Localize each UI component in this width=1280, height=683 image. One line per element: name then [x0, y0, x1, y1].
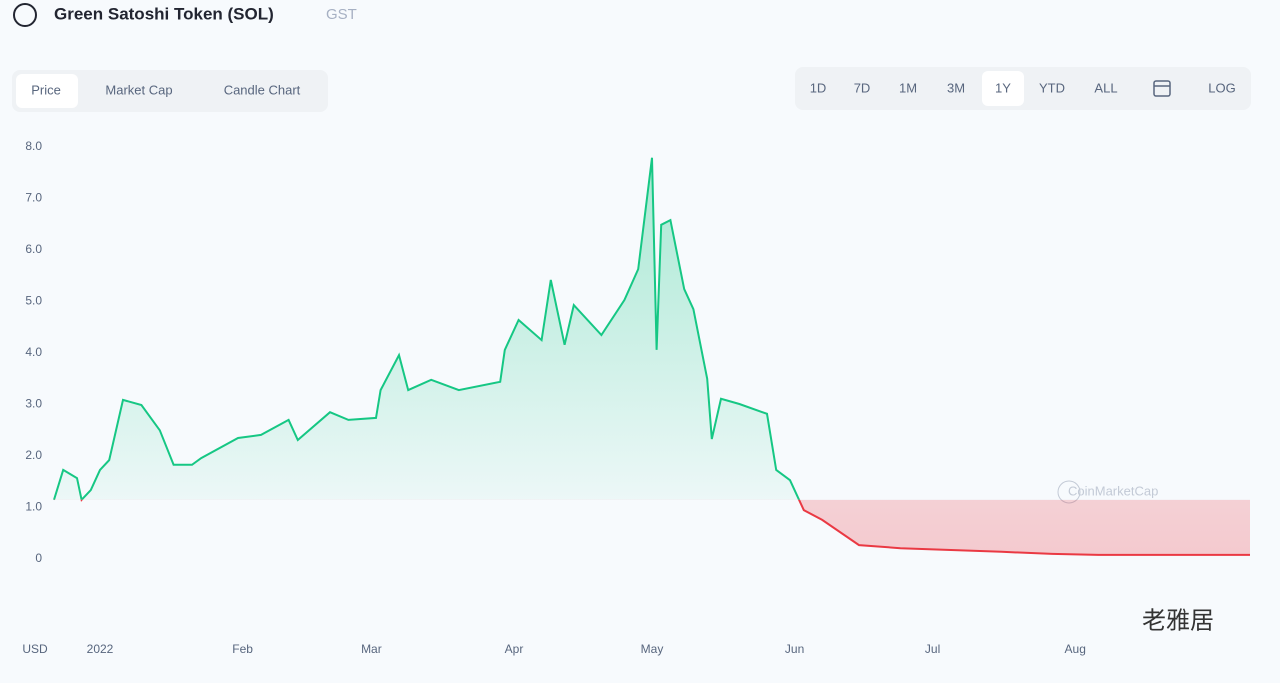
y-tick-label: 4.0: [25, 345, 42, 359]
symbol: GST: [326, 6, 357, 23]
y-tick-label: 1.0: [25, 500, 42, 514]
title: Green Satoshi Token (SOL): [54, 4, 274, 23]
range[interactable]: YTD: [1039, 80, 1065, 95]
tab-group: [12, 70, 328, 112]
y-tick-label: 2.0: [25, 448, 42, 462]
x-tick-label: Aug: [1065, 642, 1086, 656]
x-tick-label: Jun: [785, 642, 804, 656]
y-tick-label: 6.0: [25, 242, 42, 256]
tab[interactable]: Candle Chart: [224, 82, 301, 97]
y-tick-label: 3.0: [25, 397, 42, 411]
range[interactable]: ALL: [1094, 80, 1117, 95]
x-tick-label: 2022: [87, 642, 114, 656]
calendar-icon[interactable]: [1153, 80, 1171, 97]
tab[interactable]: Price: [31, 82, 61, 97]
log-button[interactable]: LOG: [1208, 80, 1235, 95]
range[interactable]: 1Y: [995, 80, 1011, 95]
active-tab: [16, 74, 78, 108]
active-range: [982, 71, 1024, 106]
watermark: 老雅居: [1142, 607, 1214, 634]
y-tick-label: 5.0: [25, 294, 42, 308]
tab[interactable]: Market Cap: [105, 82, 172, 97]
line-up: [53, 157, 801, 500]
x-tick-label: Jul: [925, 642, 940, 656]
area-up: [54, 157, 800, 500]
y-tick-label: 8.0: [25, 139, 42, 153]
area-down: [54, 499, 1250, 555]
logo: [13, 3, 37, 27]
x-tick-label: May: [641, 642, 664, 656]
y-tick-label: 7.0: [25, 191, 42, 205]
x-tick-label: Apr: [505, 642, 524, 656]
y-unit: USD: [22, 642, 48, 656]
plot: 0 1.0 2.0 3.0 4.0 5.0 6.0 7.0 8.0 2022 Feb Mar Apr Ma…: [25, 139, 1250, 656]
range[interactable]: 3M: [947, 80, 965, 95]
range[interactable]: 7D: [854, 80, 871, 95]
x-tick-label: Feb: [232, 642, 253, 656]
y-tick-label: 0: [35, 551, 42, 565]
x-tick-label: Mar: [361, 642, 382, 656]
watermark: CoinMarketCap: [1068, 483, 1158, 498]
range[interactable]: 1D: [810, 80, 827, 95]
range[interactable]: 1M: [899, 80, 917, 95]
